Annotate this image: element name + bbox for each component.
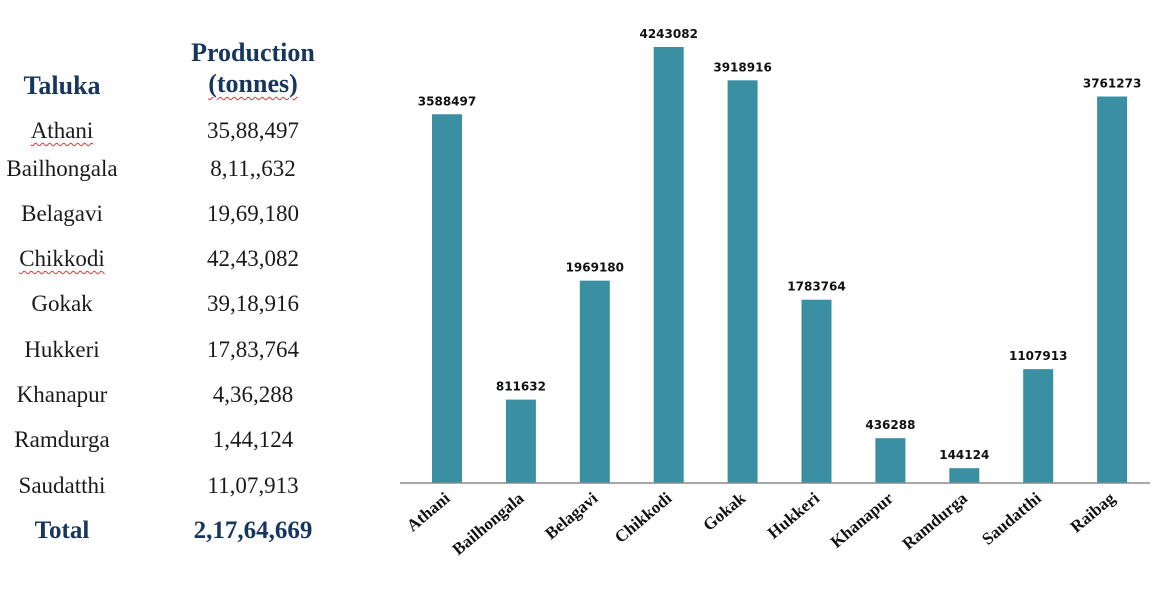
- bar-hukkeri: [801, 299, 832, 483]
- table-row-taluka: Athani: [0, 117, 124, 145]
- bar-belagavi: [579, 280, 610, 483]
- table-row-production: 8,11,,632: [210, 156, 296, 181]
- table-row-production: 19,69,180: [207, 201, 299, 226]
- table-row-production: 35,88,497: [207, 118, 299, 143]
- taluka-name: Athani: [30, 118, 94, 143]
- x-tick-label: Hukkeri: [764, 488, 823, 542]
- x-tick-label: Khanapur: [827, 488, 897, 551]
- table-row-production: 11,07,913: [207, 473, 299, 498]
- total-label: Total: [34, 517, 90, 544]
- x-tick-label: Bailhongala: [449, 488, 528, 559]
- table-row-production: 4,36,288: [212, 382, 294, 407]
- bar-data-label: 144124: [939, 448, 989, 462]
- bars-layer: 3588497 811632 1969180 4243082 3918916 178376…: [418, 27, 1141, 484]
- x-tick-label: Athani: [403, 488, 454, 535]
- production-header-line2: (tonnes): [176, 68, 330, 99]
- production-header-unit: (tonnes): [208, 69, 298, 98]
- bar-gokak: [727, 80, 758, 483]
- bar-ramdurga: [949, 468, 980, 483]
- table-row-production: 1,44,124: [212, 427, 294, 452]
- x-tick-label: Belagavi: [541, 488, 601, 543]
- taluka-column-header: Taluka: [23, 71, 101, 100]
- bar-data-label: 4243082: [639, 27, 697, 41]
- bar-chikkodi: [653, 47, 684, 483]
- x-tick-label: Gokak: [699, 488, 749, 534]
- table-row-taluka: Belagavi: [21, 201, 103, 226]
- table-row-taluka: Khanapur: [16, 382, 108, 407]
- table-row-taluka: Ramdurga: [14, 427, 110, 452]
- x-tick-label: Chikkodi: [611, 488, 676, 546]
- bar-data-label: 3761273: [1083, 77, 1141, 91]
- x-tick-label: Saudatthi: [978, 488, 1045, 548]
- bar-saudatthi: [1023, 369, 1054, 483]
- production-table: Taluka Production (tonnes) Athani 35,88,4…: [0, 0, 360, 612]
- production-column-header: Production (tonnes): [176, 37, 330, 99]
- table-row-production: 39,18,916: [207, 291, 299, 316]
- table-row-taluka: Bailhongala: [6, 156, 118, 181]
- bar-data-label: 1107913: [1009, 349, 1067, 363]
- production-header-line1: Production: [191, 38, 315, 67]
- production-bar-chart: 3588497 811632 1969180 4243082 3918916 178376…: [400, 27, 1150, 559]
- total-value: 2,17,64,669: [193, 517, 313, 544]
- x-tick-label: Raibag: [1067, 488, 1119, 536]
- bar-data-label: 811632: [496, 380, 546, 394]
- bar-bailhongala: [505, 399, 536, 483]
- table-row-taluka: Gokak: [31, 291, 93, 316]
- x-tick-label: Ramdurga: [899, 488, 972, 553]
- taluka-name: Chikkodi: [19, 246, 105, 271]
- bar-data-label: 3588497: [418, 94, 476, 108]
- table-row-taluka: Chikkodi: [0, 245, 124, 273]
- bar-athani: [432, 114, 462, 483]
- bar-khanapur: [875, 438, 906, 483]
- bar-raibag: [1097, 96, 1128, 484]
- table-row-taluka: Hukkeri: [24, 337, 100, 362]
- table-row-production: 42,43,082: [207, 246, 299, 271]
- bar-data-label: 436288: [865, 418, 915, 432]
- bar-data-label: 1783764: [787, 280, 845, 294]
- bar-data-label: 1969180: [566, 261, 624, 275]
- table-row-production: 17,83,764: [207, 337, 299, 362]
- bar-data-label: 3918916: [713, 60, 771, 74]
- table-row-taluka: Saudatthi: [18, 473, 106, 498]
